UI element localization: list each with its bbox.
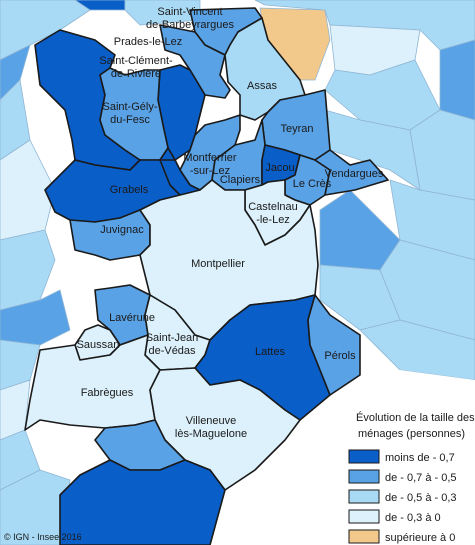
bg-cell: [389, 179, 475, 261]
commune-perols[interactable]: [307, 294, 361, 396]
label-le-cres: Le Crès: [293, 178, 332, 190]
bg-cell: [0, 289, 71, 346]
legend-swatch-c5: [348, 529, 380, 544]
label-perols: Pérols: [324, 350, 356, 362]
label-saint-vincent: Saint-Vincent: [157, 6, 222, 18]
label-castelnau: -le-Lez: [256, 214, 290, 226]
credit-text: © IGN - Insee 2016: [4, 532, 82, 542]
commune-prades[interactable]: [159, 24, 231, 99]
bg-cell: [359, 319, 475, 381]
legend-label-c3: de - 0,5 à - 0,3: [385, 492, 457, 504]
label-vendargues: Vendargues: [325, 168, 384, 180]
label-saint-clement: de-Rivière: [111, 68, 161, 80]
label-saint-vincent: de-Barbeyrargues: [146, 19, 235, 31]
legend: Évolution de la taille des ménages (pers…: [340, 400, 475, 545]
legend-label-c1: moins de - 0,7: [385, 452, 455, 464]
legend-title-line-2: ménages (personnes): [358, 428, 465, 440]
bg-cell: [124, 0, 201, 26]
communes-layer: [24, 7, 389, 545]
label-saussan: Saussan: [77, 339, 120, 351]
label-saint-clement: Saint-Clément-: [99, 55, 173, 67]
legend-swatch-c3: [348, 489, 380, 504]
legend-swatch-c2: [348, 469, 380, 484]
commune-south-dark: [59, 459, 226, 545]
label-juvignac: Juvignac: [100, 224, 144, 236]
commune-vendargues[interactable]: [314, 149, 389, 196]
bg-cell: [439, 39, 475, 121]
label-fabregues: Fabrègues: [81, 387, 134, 399]
label-jacou: Jacou: [265, 162, 294, 174]
bg-cell: [0, 229, 56, 311]
label-villeneuve: Villeneuve: [186, 415, 237, 427]
label-montpellier: Montpellier: [191, 258, 245, 270]
legend-label-c5: supérieure à 0: [385, 532, 455, 544]
commune-montpellier[interactable]: [139, 179, 319, 341]
label-saint-jean: Saint-Jean: [146, 332, 199, 344]
label-montferrier: Montferrier: [183, 152, 237, 164]
legend-label-c2: de - 0,7 à - 0,5: [385, 472, 457, 484]
legend-label-c4: de - 0,3 à 0: [385, 512, 441, 524]
label-villeneuve: lès-Maguelone: [175, 428, 247, 440]
label-prades: Prades-le-Lez: [114, 36, 182, 48]
legend-swatch-c4: [348, 509, 380, 524]
label-saint-gely: du-Fesc: [110, 114, 150, 126]
legend-swatch-c1: [348, 449, 380, 464]
label-castelnau: Castelnau: [248, 201, 298, 213]
label-assas: Assas: [247, 80, 277, 92]
bg-cell: [0, 139, 56, 241]
label-laverune: Lavérune: [109, 312, 155, 324]
label-saint-jean: de-Védas: [148, 345, 196, 357]
label-montferrier: -sur-Lez: [190, 165, 230, 177]
label-lattes: Lattes: [255, 346, 285, 358]
label-grabels: Grabels: [110, 184, 149, 196]
label-teyran: Teyran: [280, 123, 313, 135]
label-saint-gely: Saint-Gély-: [102, 101, 157, 113]
commune-assas[interactable]: [224, 17, 306, 121]
label-clapiers: Clapiers: [220, 174, 261, 186]
legend-title-line-1: Évolution de la taille des: [356, 411, 475, 424]
